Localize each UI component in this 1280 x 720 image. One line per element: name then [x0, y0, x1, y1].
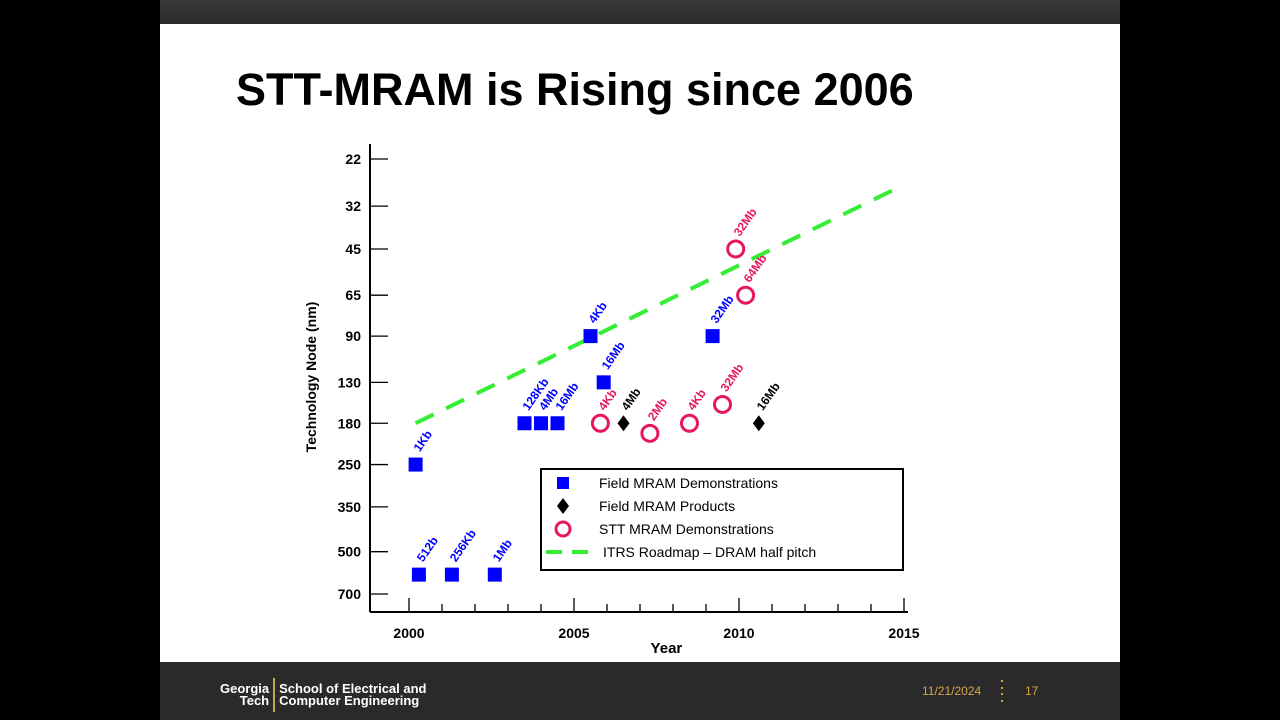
x-tick-label: 2015 — [888, 625, 919, 641]
y-tick-label: 130 — [338, 374, 362, 390]
slide-title: STT-MRAM is Rising since 2006 — [236, 64, 914, 115]
y-tick-label: 180 — [338, 415, 362, 431]
logo-line-1: Georgia — [220, 681, 270, 696]
stt-demo-marker — [590, 413, 610, 433]
y-tick-label: 90 — [345, 328, 361, 344]
point-label: 32Mb — [731, 206, 760, 239]
y-tick-label: 250 — [338, 457, 362, 473]
point-label: 16Mb — [599, 339, 628, 372]
point-label: 32Mb — [708, 293, 737, 326]
field-demo-marker — [517, 416, 532, 431]
field-demo-marker — [705, 329, 720, 344]
field-demo-marker — [534, 416, 548, 431]
slide-page-number: 17 — [1025, 684, 1039, 698]
gt-logo: Georgia Tech School of Electrical and Co… — [220, 678, 427, 712]
logo-line-2: Tech — [239, 693, 270, 708]
field-product-marker — [617, 415, 630, 432]
logo-georgia-tech: Georgia Tech — [220, 681, 270, 708]
field-demo-marker — [583, 329, 598, 344]
x-axis-title: Year — [651, 640, 683, 657]
legend-box — [540, 468, 904, 571]
point-label: 4Kb — [684, 386, 708, 413]
point-label: 4Kb — [595, 386, 619, 413]
point-label: 1Mb — [490, 537, 515, 565]
stt-demo-marker — [736, 285, 756, 305]
point-label: 2Mb — [645, 395, 670, 423]
legend-swatch — [557, 477, 569, 489]
legend-label: STT MRAM Demonstrations — [599, 521, 774, 537]
point-label: 512b — [414, 534, 441, 564]
roadmap-line — [414, 182, 905, 426]
field-demo-marker — [444, 567, 459, 582]
legend-label: Field MRAM Demonstrations — [599, 475, 778, 491]
stt-demo-marker — [726, 239, 746, 259]
chart: 22 32 45 65 90 130 180 250 350 500 700 2000 2005 2010… — [303, 144, 920, 657]
footer-separator — [1000, 680, 1004, 702]
point-label: 64Mb — [741, 252, 770, 285]
point-label: 4Kb — [585, 299, 609, 326]
y-tick-label: 500 — [338, 544, 362, 560]
y-tick-label: 22 — [345, 151, 361, 167]
point-label: 256Kb — [447, 527, 479, 565]
window-top-bar — [160, 0, 1120, 24]
logo-divider — [273, 678, 276, 712]
legend-swatch — [557, 498, 569, 514]
legend-label: ITRS Roadmap – DRAM half pitch — [603, 544, 816, 560]
field-demo-marker — [408, 457, 423, 472]
field-demo-marker — [487, 567, 502, 582]
x-tick-label: 2000 — [393, 625, 424, 641]
point-label: 1Kb — [411, 428, 435, 455]
y-tick-label: 350 — [338, 499, 362, 515]
slide-date: 11/21/2024 — [922, 684, 982, 698]
point-label: 4Mb — [618, 385, 643, 413]
legend-swatch — [554, 520, 572, 538]
field-demo-marker — [596, 375, 611, 390]
slide: STT-MRAM is Rising since 2006 22 32 45 65 90… — [160, 24, 1120, 662]
field-demo-marker — [550, 416, 565, 431]
x-tick-label: 2005 — [558, 625, 589, 641]
x-tick-label: 2010 — [723, 625, 754, 641]
stt-demo-marker — [713, 394, 732, 414]
stt-demo-marker — [640, 423, 660, 443]
field-product-marker — [752, 415, 765, 432]
y-axis-title: Technology Node (nm) — [303, 302, 319, 453]
slide-footer: Georgia Tech School of Electrical and Co… — [160, 662, 1120, 720]
y-tick-label: 700 — [338, 586, 362, 602]
school-line-1: School of Electrical and — [279, 681, 427, 696]
y-tick-label: 45 — [345, 241, 361, 257]
logo-school-name: School of Electrical and Computer Engine… — [279, 681, 427, 708]
y-tick-label: 32 — [345, 198, 361, 214]
point-label: 16Mb — [754, 380, 783, 413]
field-demo-marker — [411, 567, 426, 582]
y-tick-label: 65 — [345, 287, 361, 303]
point-label: 32Mb — [717, 361, 746, 394]
school-line-2: Computer Engineering — [279, 693, 420, 708]
stt-demo-marker — [680, 413, 699, 433]
legend-label: Field MRAM Products — [599, 498, 735, 514]
